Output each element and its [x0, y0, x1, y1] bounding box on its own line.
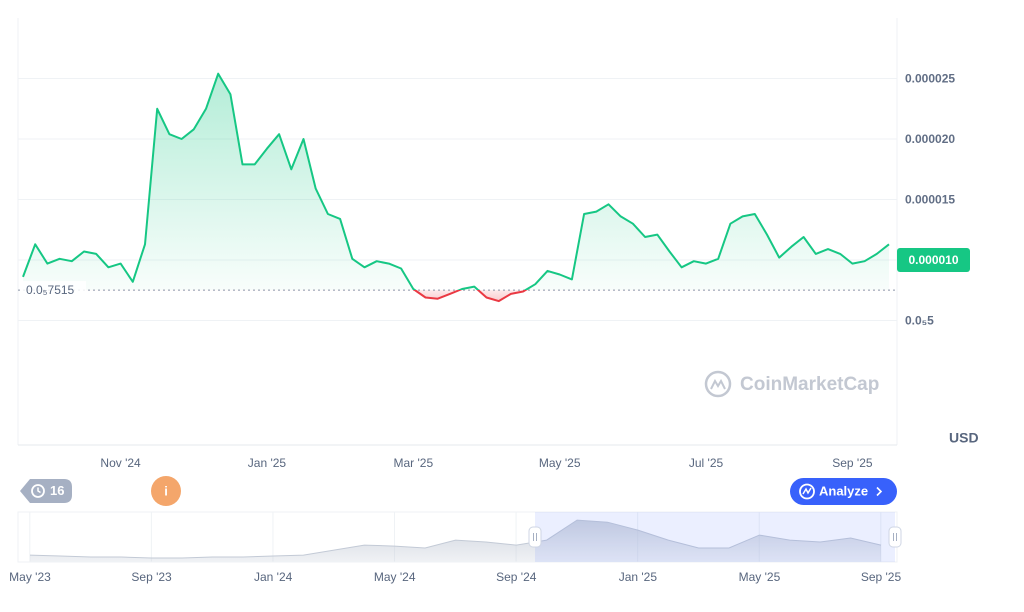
watermark-logo [704, 370, 732, 398]
baseline-label-bg [22, 281, 86, 299]
last-price-label: 0.000010 [908, 253, 958, 267]
analyze-button-bg[interactable] [790, 478, 897, 505]
analyze-icon-mark [802, 487, 812, 495]
info-marker[interactable]: i [151, 476, 181, 506]
currency-label: USD [949, 430, 979, 446]
plot-layer: 0.0₅7515 [18, 72, 897, 562]
nav-area [30, 520, 881, 562]
nav-x-tick-label: May '23 [9, 570, 51, 584]
nav-x-tick-label: Jan '25 [619, 570, 658, 584]
nav-x-tick-label: May '24 [374, 570, 416, 584]
alerts-count: 16 [50, 483, 64, 498]
alerts-badge[interactable]: 16 [20, 479, 72, 503]
analyze-button[interactable]: Analyze [790, 478, 897, 505]
nav-x-tick-label: May '25 [739, 570, 781, 584]
watermark-text: CoinMarketCap [740, 374, 879, 395]
nav-x-tick-label: Jan '24 [254, 570, 293, 584]
watermark-logo-mark [710, 378, 726, 390]
info-marker-bg[interactable] [151, 476, 181, 506]
navigator-selection[interactable] [535, 512, 895, 562]
y-tick-label: 0.000025 [905, 72, 955, 86]
watermark: CoinMarketCap [704, 370, 879, 398]
x-tick-label: Jul '25 [689, 456, 724, 470]
analyze-chevron [876, 486, 883, 497]
y-tick-label: 0.000015 [905, 193, 955, 207]
alerts-clock-hands [37, 487, 41, 494]
x-tick-label: Mar '25 [393, 456, 433, 470]
y-tick-label: 0.0₅5 [905, 314, 934, 328]
last-price-tag [897, 248, 970, 272]
nav-line [29, 519, 882, 559]
price-line [22, 72, 890, 303]
analyze-icon [799, 483, 815, 500]
nav-x-tick-label: Sep '23 [131, 570, 172, 584]
x-tick-label: May '25 [539, 456, 581, 470]
alerts-clock-icon [31, 484, 45, 498]
info-marker-text: i [164, 483, 168, 498]
alerts-badge-bg[interactable] [20, 479, 72, 503]
analyze-button-text: Analyze [819, 483, 868, 498]
x-tick-label: Sep '25 [832, 456, 873, 470]
nav-x-tick-label: Sep '24 [496, 570, 537, 584]
nav-handle[interactable] [528, 526, 542, 548]
x-tick-label: Jan '25 [248, 456, 287, 470]
nav-handle[interactable] [888, 526, 902, 548]
x-tick-label: Nov '24 [100, 456, 141, 470]
baseline-label: 0.0₅7515 [26, 283, 75, 297]
nav-x-tick-label: Sep '25 [861, 570, 902, 584]
price-area [23, 73, 889, 302]
y-tick-label: 0.000020 [905, 132, 955, 146]
